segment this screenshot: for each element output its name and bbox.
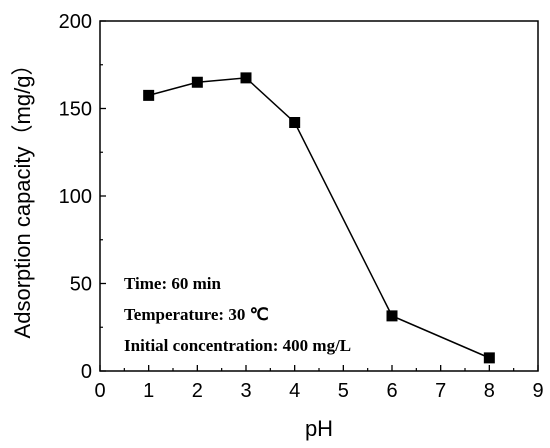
x-tick-label: 7 bbox=[435, 380, 446, 402]
y-tick-label: 150 bbox=[59, 99, 92, 121]
x-tick-label: 3 bbox=[240, 380, 251, 402]
annotation-temperature: Temperature: 30 ℃ bbox=[124, 305, 269, 324]
x-tick-label: 0 bbox=[94, 380, 105, 402]
y-axis-ticks: 0 50 100 150 200 bbox=[59, 11, 106, 383]
data-point-marker bbox=[191, 76, 203, 88]
data-point-marker bbox=[386, 310, 398, 322]
y-tick-label: 50 bbox=[70, 274, 92, 296]
data-point-marker bbox=[483, 352, 495, 364]
y-tick-label: 0 bbox=[81, 361, 92, 383]
x-tick-label: 9 bbox=[532, 380, 543, 402]
x-tick-label: 5 bbox=[338, 380, 349, 402]
x-tick-label: 4 bbox=[289, 380, 300, 402]
data-point-marker bbox=[289, 117, 301, 128]
x-tick-label: 6 bbox=[386, 380, 397, 402]
x-tick-label: 1 bbox=[143, 380, 154, 402]
data-point-marker bbox=[143, 89, 155, 101]
x-axis-title: pH bbox=[305, 416, 333, 441]
series-group bbox=[143, 72, 495, 364]
x-axis-ticks: 0 1 2 3 4 5 6 7 8 9 bbox=[94, 365, 544, 402]
annotation-time: Time: 60 min bbox=[124, 274, 222, 293]
series-line bbox=[148, 77, 490, 359]
x-tick-label: 8 bbox=[484, 380, 495, 402]
annotation-concentration: Initial concentration: 400 mg/L bbox=[124, 336, 351, 355]
data-point-marker bbox=[240, 72, 252, 84]
y-axis-title: Adsorption capacity（mg/g） bbox=[10, 54, 35, 339]
x-tick-label: 2 bbox=[192, 380, 203, 402]
y-tick-label: 200 bbox=[59, 11, 92, 33]
y-tick-label: 100 bbox=[59, 186, 92, 208]
